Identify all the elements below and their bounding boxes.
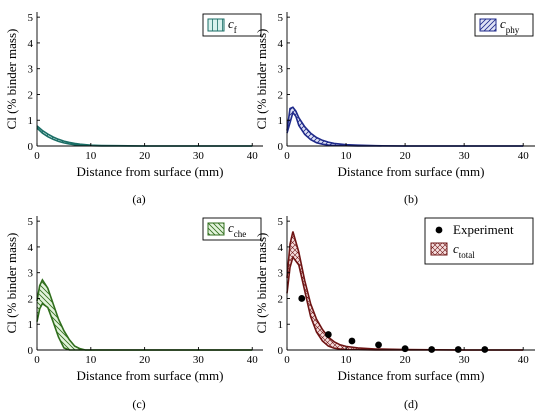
panel-c: 0 10 20 30 40 0 1 2 3 4 5 Distance from surface (mm… xyxy=(4,216,263,411)
y-tick-label: 3 xyxy=(28,64,34,76)
panel-a: 0 10 20 30 40 0 1 2 3 4 5 Distance from surface (mm… xyxy=(4,12,263,206)
x-tick-label: 20 xyxy=(139,354,151,366)
experiment-point xyxy=(348,337,356,345)
y-tick-label: 4 xyxy=(278,242,284,254)
x-tick-label: 0 xyxy=(34,354,40,366)
y-tick-label: 1 xyxy=(28,319,34,331)
panel-caption: (a) xyxy=(132,192,145,206)
y-tick-label: 5 xyxy=(28,12,34,24)
legend-label-subscript: phy xyxy=(506,25,520,35)
x-tick-label: 20 xyxy=(400,150,412,162)
panel-caption: (b) xyxy=(404,192,418,206)
legend-box xyxy=(424,217,534,265)
x-tick-label: 10 xyxy=(341,150,353,162)
x-axis-label: Distance from surface (mm) xyxy=(338,368,485,383)
x-tick-label: 40 xyxy=(247,150,259,162)
experiment-point xyxy=(454,346,462,353)
legend-swatch-hatch xyxy=(480,19,496,31)
x-tick-label: 20 xyxy=(139,150,151,162)
y-axis-label: Cl (% binder mass) xyxy=(4,29,19,130)
legend: cf xyxy=(202,13,262,37)
x-tick-label: 40 xyxy=(247,354,259,366)
x-tick-label: 30 xyxy=(459,354,471,366)
legend-label-subscript: f xyxy=(234,25,237,35)
experiment-point xyxy=(481,346,489,353)
y-tick-label: 0 xyxy=(278,345,284,357)
x-tick-label: 10 xyxy=(85,354,97,366)
legend-marker xyxy=(435,226,443,234)
x-tick-label: 10 xyxy=(85,150,97,162)
legend: cphy xyxy=(474,13,534,37)
y-tick-label: 4 xyxy=(28,242,34,254)
y-tick-label: 3 xyxy=(278,64,284,76)
x-axis-label: Distance from surface (mm) xyxy=(77,368,224,383)
legend-swatch-hatch xyxy=(431,243,447,255)
x-tick-label: 30 xyxy=(193,150,205,162)
series-upper-line xyxy=(36,278,253,351)
y-tick-label: 0 xyxy=(28,141,34,153)
legend-label-experiment: Experiment xyxy=(453,222,514,237)
experiment-point xyxy=(298,295,306,302)
y-tick-label: 3 xyxy=(28,268,34,280)
y-tick-label: 5 xyxy=(28,216,34,228)
y-tick-label: 0 xyxy=(278,141,284,153)
experiment-point xyxy=(428,346,436,353)
y-tick-label: 3 xyxy=(278,268,284,280)
legend-swatch-hatch xyxy=(208,19,224,31)
y-axis-label: Cl (% binder mass) xyxy=(4,233,19,334)
y-tick-label: 0 xyxy=(28,345,34,357)
panel-caption: (c) xyxy=(132,397,145,411)
x-tick-label: 30 xyxy=(193,354,205,366)
y-tick-label: 2 xyxy=(278,293,284,305)
panel-d: 0 10 20 30 40 0 1 2 3 4 5 Distance from surface (mm… xyxy=(254,216,535,411)
legend-swatch-hatch xyxy=(208,223,224,235)
panel-b: 0 10 20 30 40 0 1 2 3 4 5 Distance from surface (mm… xyxy=(254,12,535,206)
y-tick-label: 1 xyxy=(28,115,34,127)
x-tick-label: 30 xyxy=(459,150,471,162)
x-tick-label: 40 xyxy=(518,354,530,366)
legend-label-subscript: total xyxy=(459,250,475,260)
y-tick-label: 2 xyxy=(278,89,284,101)
y-tick-label: 4 xyxy=(278,38,284,50)
x-tick-label: 10 xyxy=(341,354,353,366)
x-tick-label: 20 xyxy=(400,354,412,366)
y-tick-label: 5 xyxy=(278,216,284,228)
y-tick-label: 2 xyxy=(28,89,34,101)
y-axis-label: Cl (% binder mass) xyxy=(254,29,269,130)
y-tick-label: 2 xyxy=(28,293,34,305)
x-tick-label: 0 xyxy=(34,150,40,162)
series-upper-line xyxy=(286,106,524,147)
y-axis-label: Cl (% binder mass) xyxy=(254,233,269,334)
y-tick-label: 1 xyxy=(278,319,284,331)
x-tick-label: 0 xyxy=(284,150,290,162)
legend: cche xyxy=(202,217,262,241)
experiment-point xyxy=(375,341,382,349)
y-tick-label: 4 xyxy=(28,38,34,50)
y-tick-label: 5 xyxy=(278,12,284,24)
x-axis-label: Distance from surface (mm) xyxy=(77,164,224,179)
experiment-point xyxy=(324,331,332,338)
series-upper-line xyxy=(36,125,253,147)
panel-caption: (d) xyxy=(404,397,418,411)
x-axis-label: Distance from surface (mm) xyxy=(338,164,485,179)
x-tick-label: 0 xyxy=(284,354,290,366)
x-tick-label: 40 xyxy=(518,150,530,162)
legend-label-subscript: che xyxy=(234,229,247,239)
legend-label: cf xyxy=(228,16,237,35)
y-tick-label: 1 xyxy=(278,115,284,127)
